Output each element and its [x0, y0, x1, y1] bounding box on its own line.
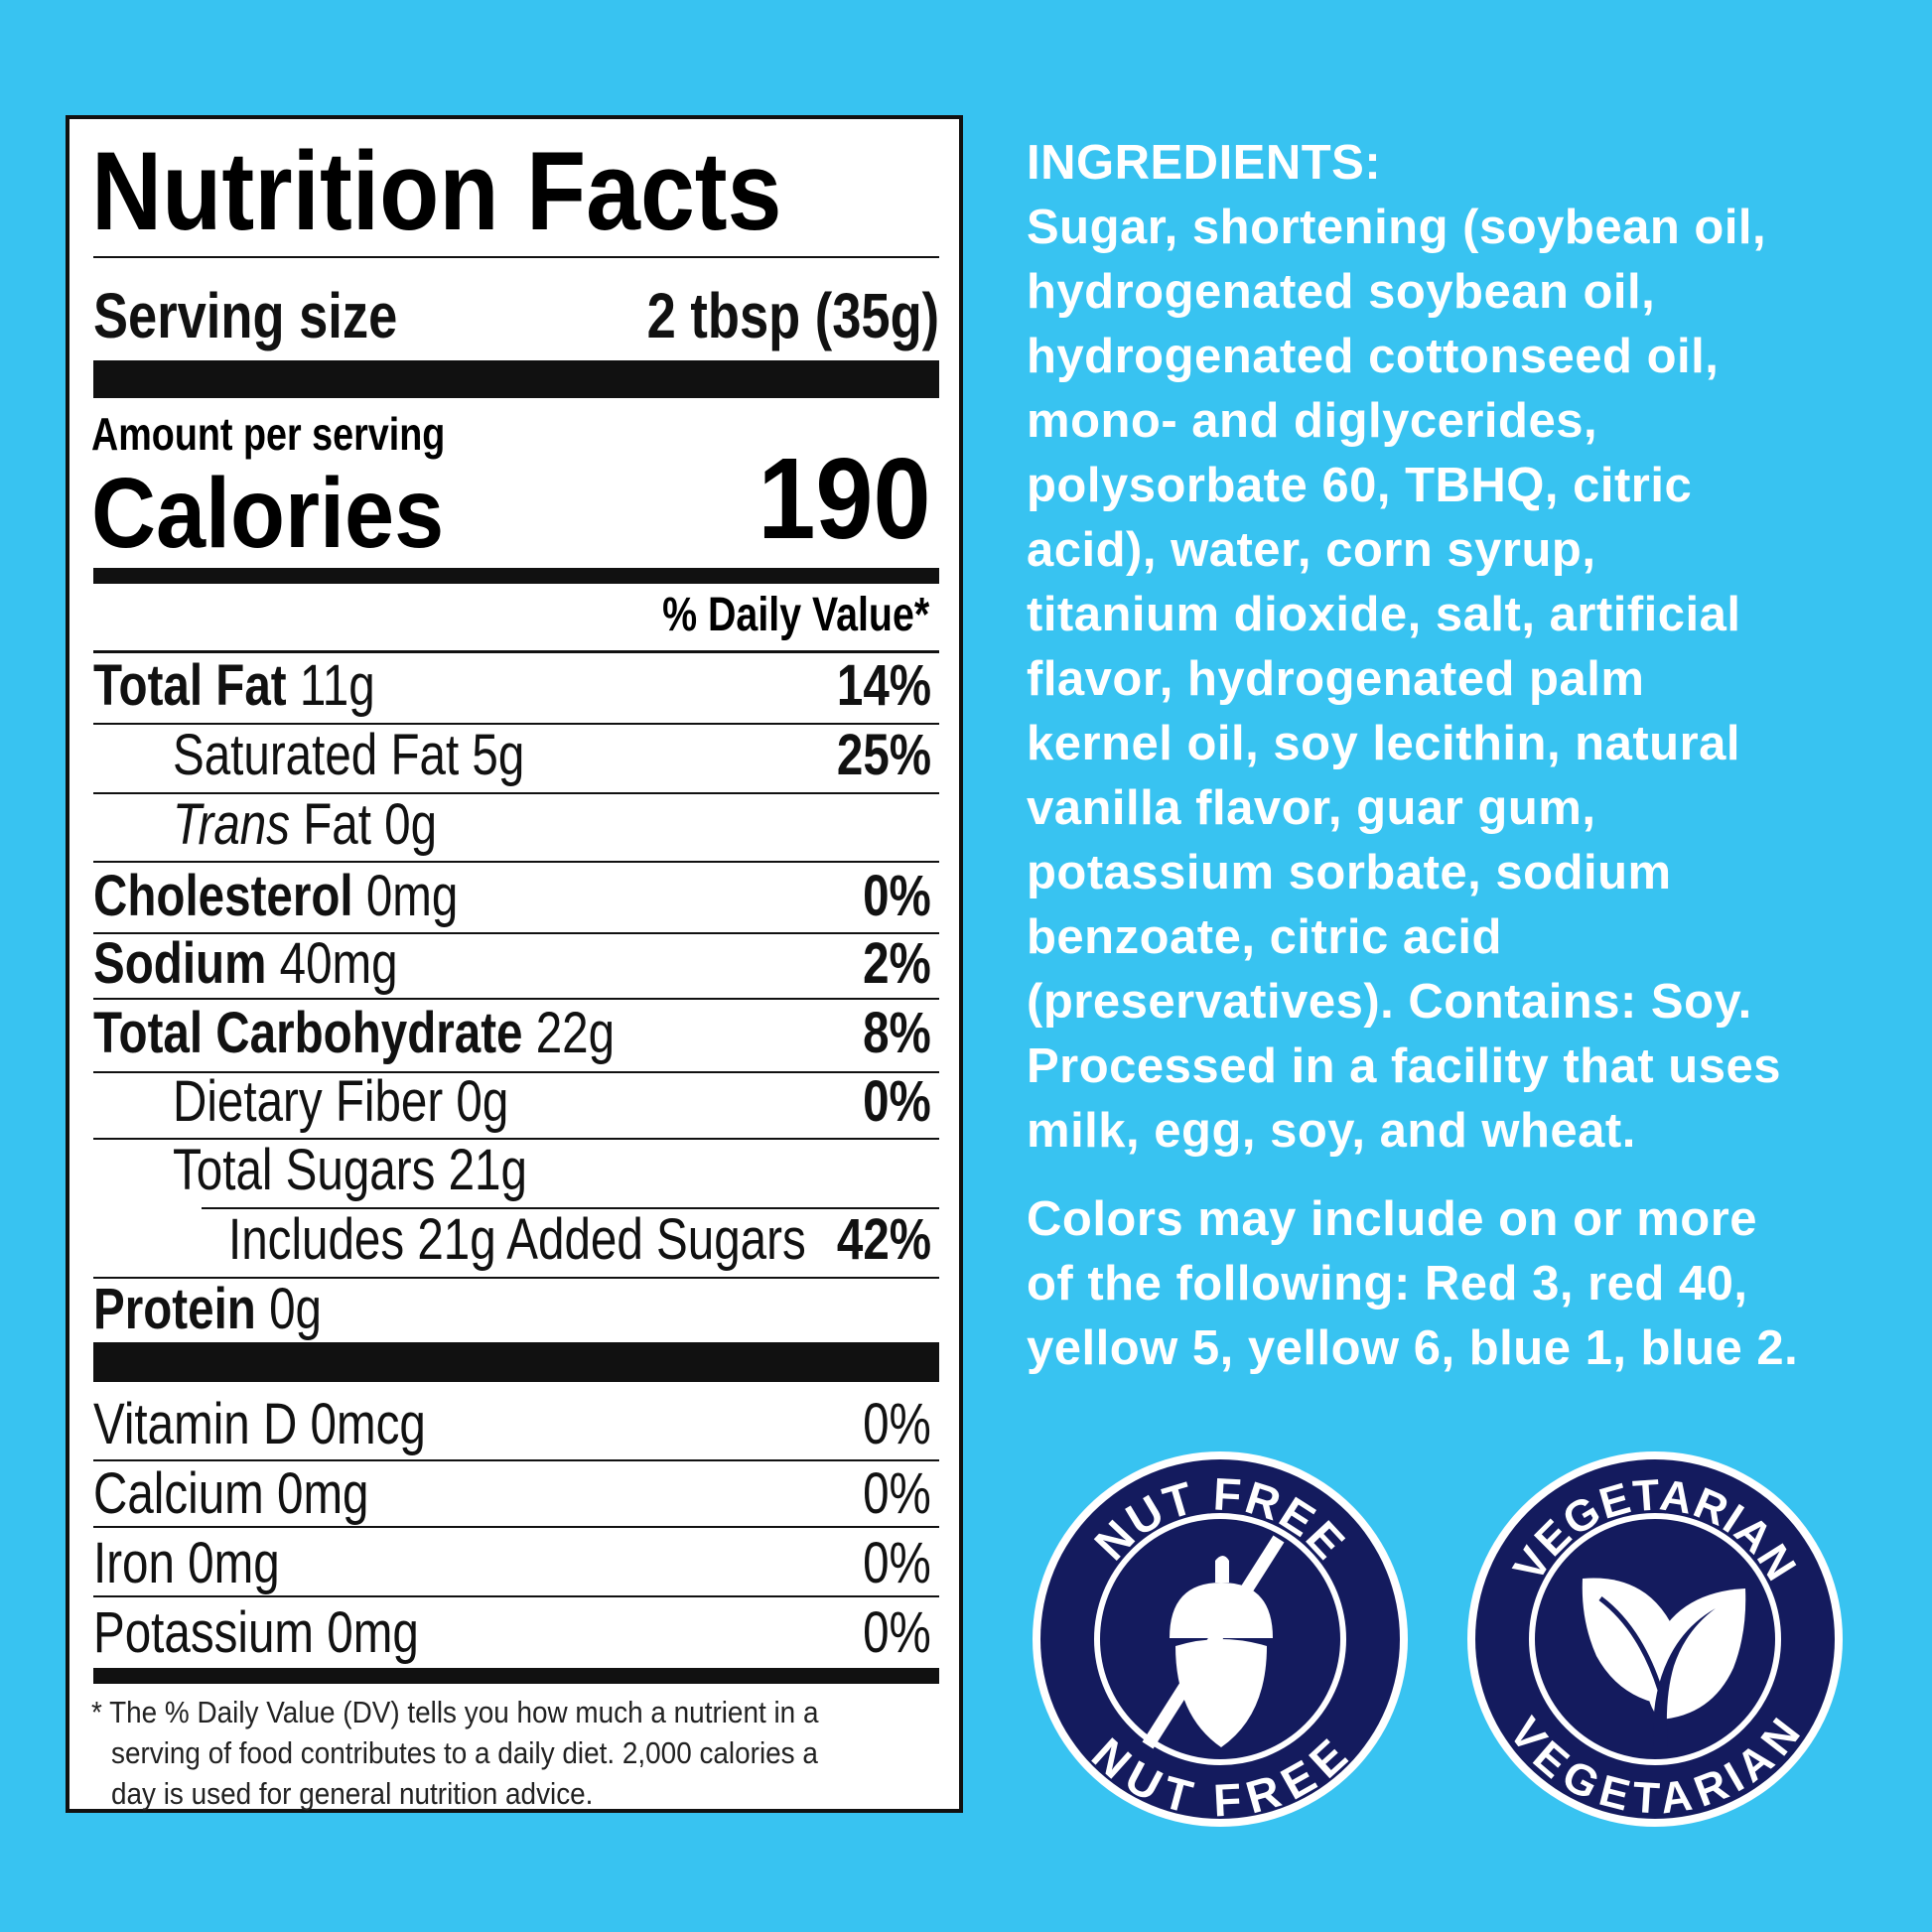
serving-size-label: Serving size — [93, 280, 398, 351]
crossed-acorn-icon — [1142, 1535, 1285, 1749]
thick-divider — [93, 1342, 939, 1382]
footnote: * The % Daily Value (DV) tells you how m… — [91, 1692, 899, 1814]
nutrient-row-added-sugars: Includes 21g Added Sugars 42% — [228, 1207, 931, 1272]
nutrient-row-sodium: Sodium 40mg 2% — [93, 931, 931, 996]
leaves-icon — [1582, 1578, 1746, 1747]
serving-size-value: 2 tbsp (35g) — [646, 280, 939, 351]
divider — [93, 1595, 939, 1597]
thick-divider — [93, 568, 939, 584]
footnote-line: serving of food contributes to a daily d… — [111, 1735, 818, 1770]
nutrition-title: Nutrition Facts — [91, 129, 782, 253]
footnote-line: day is used for general nutrition advice… — [111, 1776, 594, 1811]
divider — [93, 792, 939, 794]
vitamin-row-calcium: Calcium 0mg 0% — [93, 1461, 931, 1526]
divider — [93, 723, 939, 725]
nutrient-row-dietary-fiber: Dietary Fiber 0g 0% — [173, 1069, 931, 1134]
nut-free-badge: NUT FREE NUT FREE — [1033, 1451, 1408, 1827]
thick-divider — [93, 360, 939, 398]
divider — [93, 932, 939, 934]
divider — [93, 1277, 939, 1279]
divider — [93, 1459, 939, 1461]
nutrient-row-total-fat: Total Fat 11g 14% — [93, 653, 931, 718]
nutrient-row-protein: Protein 0g — [93, 1277, 322, 1341]
divider — [93, 998, 939, 1000]
thick-divider — [93, 1668, 939, 1684]
vegetarian-badge: VEGETARIAN VEGETARIAN — [1467, 1451, 1843, 1827]
divider — [93, 650, 939, 653]
vitamin-row-vitamin-d: Vitamin D 0mcg 0% — [93, 1392, 931, 1456]
serving-size-row: Serving size 2 tbsp (35g) — [93, 280, 939, 351]
footnote-line: * The % Daily Value (DV) tells you how m… — [91, 1695, 819, 1729]
vitamin-row-iron: Iron 0mg 0% — [93, 1531, 931, 1595]
calories-label: Calories — [91, 458, 445, 569]
divider — [93, 861, 939, 863]
nutrient-row-total-sugars: Total Sugars 21g — [173, 1138, 527, 1202]
nutrient-row-trans-fat: Trans Fat 0g — [173, 792, 438, 857]
nutrient-row-saturated-fat: Saturated Fat 5g 25% — [173, 723, 931, 787]
ingredients-text: INGREDIENTS: Sugar, shortening (soybean … — [1027, 136, 1781, 1158]
divider — [93, 1138, 939, 1140]
nutrient-row-total-carbohydrate: Total Carbohydrate 22g 8% — [93, 1001, 931, 1065]
amount-per-serving: Amount per serving — [91, 408, 446, 460]
colors-note: Colors may include on or more of the fol… — [1027, 1192, 1799, 1375]
divider — [202, 1207, 939, 1209]
divider — [93, 256, 939, 258]
nutrient-row-cholesterol: Cholesterol 0mg 0% — [93, 864, 931, 928]
divider — [93, 1526, 939, 1528]
daily-value-header: % Daily Value* — [661, 589, 929, 641]
calories-value: 190 — [758, 434, 931, 563]
vitamin-row-potassium: Potassium 0mg 0% — [93, 1600, 931, 1665]
nutrition-facts-label: Nutrition Facts Serving size 2 tbsp (35g… — [66, 115, 963, 1813]
divider — [93, 1071, 939, 1073]
